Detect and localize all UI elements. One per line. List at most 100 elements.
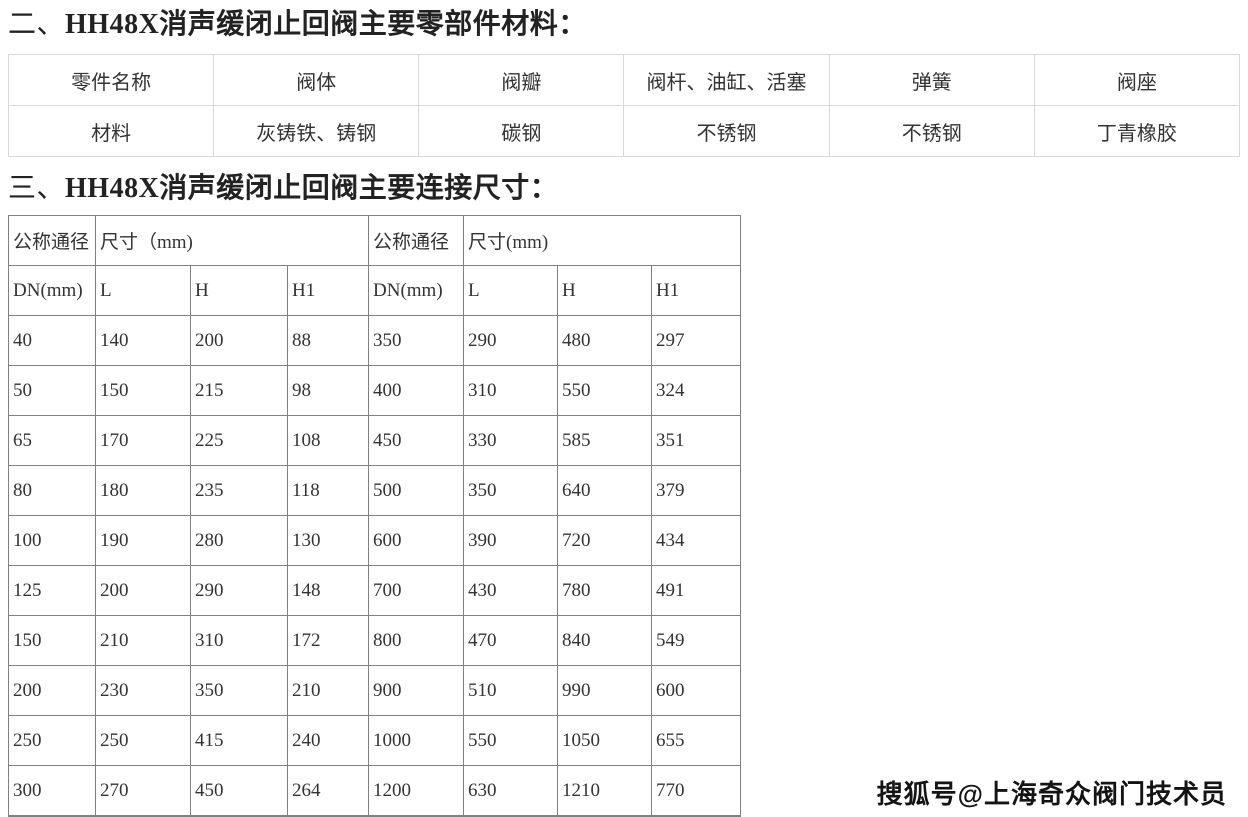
dimensions-table-cell: 300	[8, 765, 96, 817]
dimensions-table-cell: 450	[190, 765, 288, 817]
dimensions-group-header-cell: 公称通径	[368, 215, 464, 266]
dimensions-table-cell: 780	[557, 565, 652, 616]
dimensions-table-cell: 264	[287, 765, 369, 817]
dimensions-column-header-cell: DN(mm)	[368, 265, 464, 316]
dimensions-table-cell: 88	[287, 315, 369, 366]
dimensions-table-cell: 350	[463, 465, 558, 516]
dimensions-table-cell: 40	[8, 315, 96, 366]
materials-table-cell: 弹簧	[828, 54, 1035, 106]
dimensions-table-cell: 235	[190, 465, 288, 516]
section-dimensions-number: 三、	[8, 173, 66, 204]
sohu-watermark: 搜狐号@上海奇众阀门技术员	[876, 779, 1227, 809]
materials-table-cell: 零件名称	[7, 54, 215, 106]
materials-table-cell: 不锈钢	[828, 105, 1035, 157]
dimensions-table-cell: 310	[190, 615, 288, 666]
dimensions-table-cell: 108	[287, 415, 369, 466]
dimensions-table-cell: 140	[95, 315, 191, 366]
materials-table-cell: 阀杆、油缸、活塞	[623, 54, 830, 106]
dimensions-group-header-cell: 公称通径	[8, 215, 96, 266]
materials-table-cell: 材料	[7, 105, 215, 157]
dimensions-column-header-cell: DN(mm)	[8, 265, 96, 316]
dimensions-table-row: 50 150 215 98 400 310 550 324	[8, 365, 742, 416]
dimensions-table-row: 250 250 415 240 1000 550 1050 655	[8, 715, 742, 766]
dimensions-table-cell: 390	[463, 515, 558, 566]
materials-table-body: 零件名称 阀体 阀瓣 阀杆、油缸、活塞 弹簧 阀座 材料 灰铸铁、铸钢 碳钢 不锈钢 不锈钢 丁青橡胶	[7, 54, 1241, 157]
dimensions-table-cell: 600	[368, 515, 464, 566]
dimensions-table-cell: 480	[557, 315, 652, 366]
materials-table-cell: 阀座	[1033, 54, 1241, 106]
dimensions-table-cell: 240	[287, 715, 369, 766]
section-materials-title: HH48X消声缓闭止回阀主要零部件材料：	[65, 9, 587, 40]
dimensions-table-cell: 215	[190, 365, 288, 416]
dimensions-table-cell: 200	[190, 315, 288, 366]
dimensions-table-row: 150 210 310 172 800 470 840 549	[8, 615, 742, 666]
dimensions-table-cell: 270	[95, 765, 191, 817]
materials-table-row: 材料 灰铸铁、铸钢 碳钢 不锈钢 不锈钢 丁青橡胶	[7, 105, 1241, 157]
dimensions-table-cell: 720	[557, 515, 652, 566]
materials-table-cell: 丁青橡胶	[1033, 105, 1241, 157]
dimensions-table-cell: 800	[368, 615, 464, 666]
dimensions-table-cell: 180	[95, 465, 191, 516]
dimensions-column-header-cell: H1	[650, 265, 742, 316]
materials-table: 零件名称 阀体 阀瓣 阀杆、油缸、活塞 弹簧 阀座 材料 灰铸铁、铸钢 碳钢 不锈钢 不锈钢 丁青橡胶	[7, 54, 1241, 157]
dimensions-column-header-row: DN(mm) L H H1 DN(mm) L H H1	[8, 265, 742, 316]
dimensions-table-row: 40 140 200 88 350 290 480 297	[8, 315, 742, 366]
dimensions-table-cell: 170	[95, 415, 191, 466]
dimensions-table-cell: 434	[650, 515, 742, 566]
dimensions-table-cell: 990	[557, 665, 652, 716]
dimensions-table-cell: 600	[650, 665, 742, 716]
dimensions-table-cell: 400	[368, 365, 464, 416]
dimensions-table-cell: 230	[95, 665, 191, 716]
dimensions-table-cell: 280	[190, 515, 288, 566]
dimensions-table-cell: 491	[650, 565, 742, 616]
dimensions-column-header-cell: H	[557, 265, 652, 316]
dimensions-table-cell: 550	[463, 715, 558, 766]
dimensions-table-cell: 415	[190, 715, 288, 766]
dimensions-table-cell: 700	[368, 565, 464, 616]
dimensions-column-header-cell: H	[190, 265, 288, 316]
dimensions-table-cell: 330	[463, 415, 558, 466]
materials-table-cell: 灰铸铁、铸钢	[213, 105, 420, 157]
dimensions-table-cell: 430	[463, 565, 558, 616]
dimensions-table-cell: 150	[95, 365, 191, 416]
dimensions-table-cell: 297	[650, 315, 742, 366]
dimensions-table-cell: 1200	[368, 765, 464, 817]
dimensions-table-cell: 290	[463, 315, 558, 366]
dimensions-table-cell: 350	[190, 665, 288, 716]
dimensions-table-cell: 50	[8, 365, 96, 416]
dimensions-table-cell: 900	[368, 665, 464, 716]
dimensions-table-cell: 550	[557, 365, 652, 416]
dimensions-group-header-row: 公称通径 尺寸（mm) 公称通径 尺寸(mm)	[8, 215, 742, 266]
dimensions-table-cell: 200	[95, 565, 191, 616]
dimensions-table-cell: 100	[8, 515, 96, 566]
dimensions-table-row: 300 270 450 264 1200 630 1210 770	[8, 765, 742, 817]
dimensions-table-row: 125 200 290 148 700 430 780 491	[8, 565, 742, 616]
dimensions-table-cell: 118	[287, 465, 369, 516]
dimensions-table-cell: 350	[368, 315, 464, 366]
dimensions-column-header-cell: L	[463, 265, 558, 316]
dimensions-table-cell: 210	[95, 615, 191, 666]
dimensions-table-cell: 470	[463, 615, 558, 666]
dimensions-table-cell: 549	[650, 615, 742, 666]
materials-table-cell: 阀瓣	[418, 54, 625, 106]
materials-table-row: 零件名称 阀体 阀瓣 阀杆、油缸、活塞 弹簧 阀座	[7, 54, 1241, 106]
dimensions-table-cell: 80	[8, 465, 96, 516]
dimensions-table-cell: 250	[8, 715, 96, 766]
dimensions-table-cell: 585	[557, 415, 652, 466]
dimensions-table-row: 100 190 280 130 600 390 720 434	[8, 515, 742, 566]
dimensions-table-cell: 1210	[557, 765, 652, 817]
dimensions-table-cell: 630	[463, 765, 558, 817]
dimensions-table-cell: 770	[650, 765, 742, 817]
dimensions-table-cell: 840	[557, 615, 652, 666]
dimensions-table: 公称通径 尺寸（mm) 公称通径 尺寸(mm) DN(mm) L H H1 DN(mm) L H H1…	[8, 215, 742, 817]
dimensions-column-header-cell: H1	[287, 265, 369, 316]
dimensions-table-cell: 310	[463, 365, 558, 416]
dimensions-table-cell: 500	[368, 465, 464, 516]
dimensions-table-cell: 210	[287, 665, 369, 716]
dimensions-table-cell: 290	[190, 565, 288, 616]
section-materials-heading: 二、HH48X消声缓闭止回阀主要零部件材料：	[8, 8, 1240, 42]
dimensions-table-cell: 1000	[368, 715, 464, 766]
dimensions-table-row: 65 170 225 108 450 330 585 351	[8, 415, 742, 466]
dimensions-table-cell: 351	[650, 415, 742, 466]
